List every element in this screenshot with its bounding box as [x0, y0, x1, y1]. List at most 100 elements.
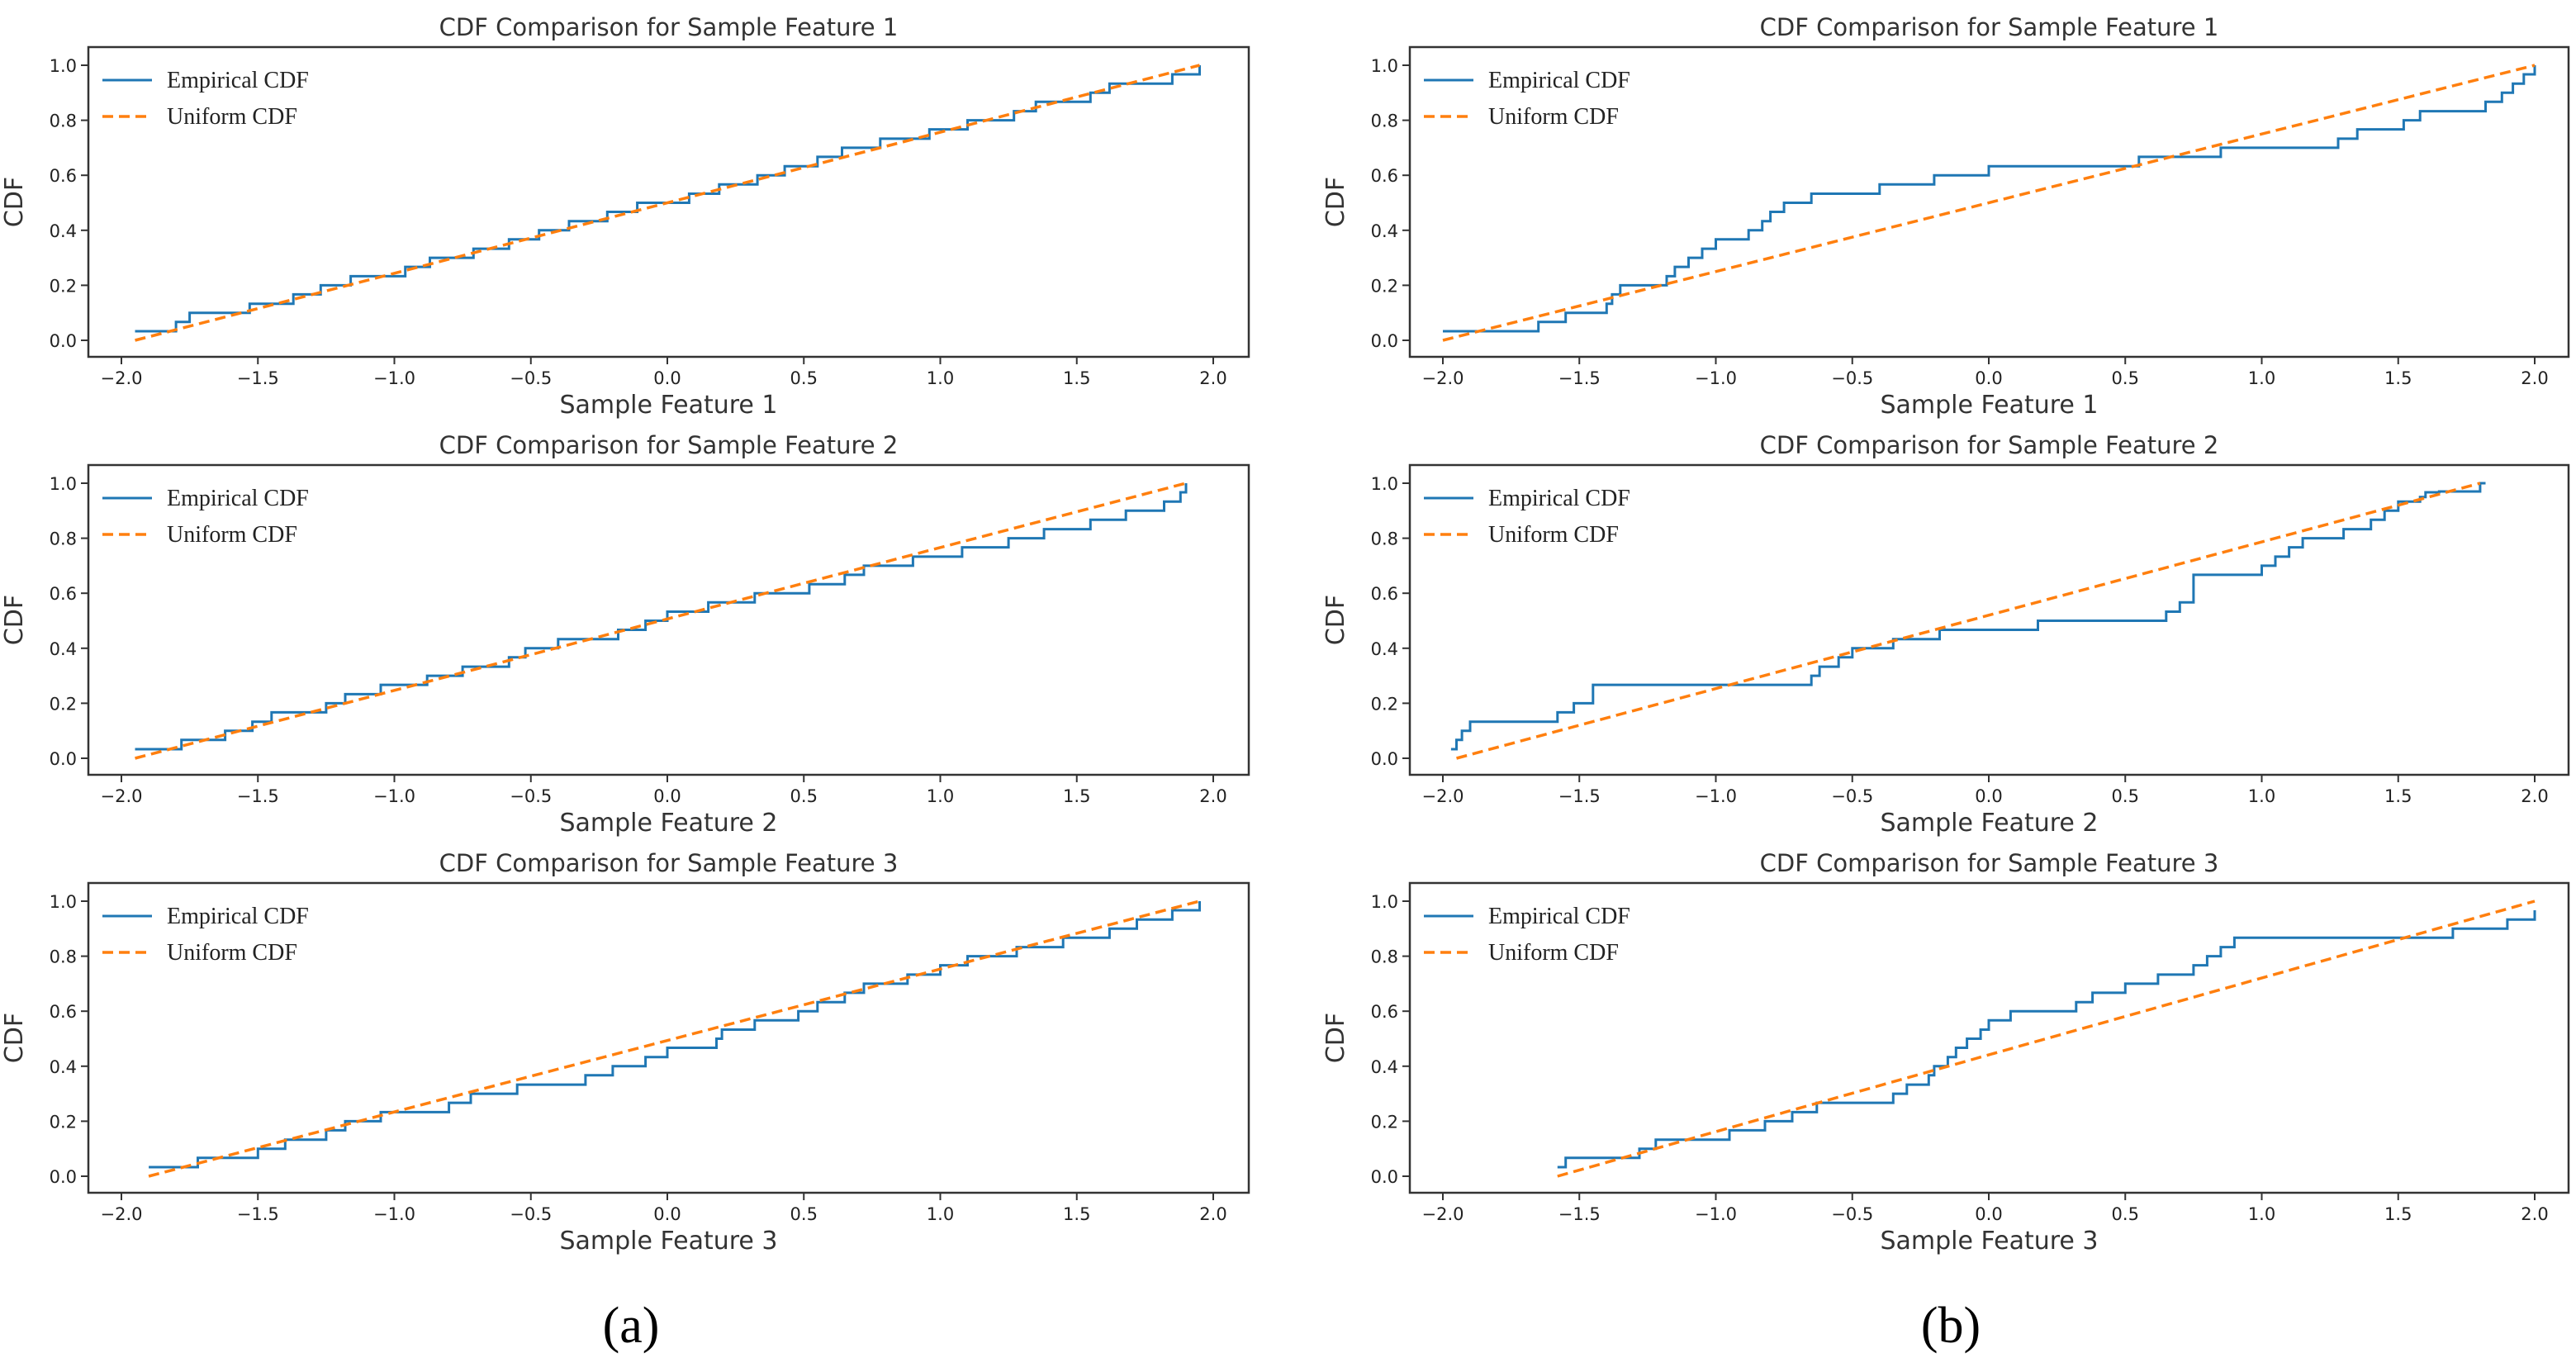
- x-tick-label: 1.5: [1063, 786, 1090, 806]
- x-tick-label: −1.0: [1695, 368, 1737, 388]
- x-tick-label: −0.5: [510, 786, 552, 806]
- x-axis-label: Sample Feature 2: [1880, 809, 2098, 838]
- legend: Empirical CDF Uniform CDF: [1424, 904, 1630, 966]
- x-tick-label: 1.5: [2384, 786, 2412, 806]
- chart-panel-5: CDF Comparison for Sample Feature 3 −2.0 −…: [0, 849, 1250, 1256]
- uniform-cdf-line: [1456, 482, 2481, 760]
- x-tick-label: 1.0: [2248, 786, 2275, 806]
- y-tick-label: 0.6: [50, 1002, 77, 1022]
- x-tick-label: −1.0: [373, 1204, 415, 1224]
- x-tick-label: −2.0: [1422, 1204, 1464, 1224]
- y-tick-label: 0.0: [1371, 331, 1398, 351]
- y-tick-label: 0.8: [50, 947, 77, 967]
- caption-a: (a): [603, 1298, 660, 1354]
- empirical-cdf-line: [1557, 910, 2536, 1169]
- x-tick-label: 2.0: [1199, 786, 1226, 806]
- legend: Empirical CDF Uniform CDF: [102, 904, 309, 966]
- chart-panel-6: CDF Comparison for Sample Feature 3 −2.0 −…: [1321, 849, 2570, 1256]
- x-tick-label: 0.5: [790, 368, 818, 388]
- x-axis-label: Sample Feature 2: [559, 809, 777, 838]
- y-axis-label: CDF: [0, 177, 29, 227]
- legend-label-uniform: Uniform CDF: [1488, 940, 1619, 966]
- x-tick-label: −0.5: [1831, 786, 1873, 806]
- x-axis-label: Sample Feature 3: [559, 1227, 777, 1256]
- axes-frame: [1408, 463, 2570, 776]
- legend-label-empirical: Empirical CDF: [167, 904, 309, 929]
- uniform-cdf-line: [135, 64, 1200, 342]
- legend-label-empirical: Empirical CDF: [1488, 904, 1630, 929]
- chart-title: CDF Comparison for Sample Feature 1: [439, 13, 899, 41]
- x-tick-label: 2.0: [2521, 1204, 2548, 1224]
- y-tick-label: 0.8: [50, 529, 77, 549]
- x-tick-label: 0.5: [2112, 1204, 2139, 1224]
- uniform-cdf-line: [1557, 900, 2536, 1178]
- x-tick-label: −2.0: [1422, 368, 1464, 388]
- x-tick-label: 0.0: [1975, 786, 2002, 806]
- x-tick-label: −1.0: [1695, 786, 1737, 806]
- uniform-cdf-line: [1442, 64, 2536, 342]
- legend: Empirical CDF Uniform CDF: [1424, 68, 1630, 130]
- legend-label-uniform: Uniform CDF: [167, 522, 297, 548]
- x-tick-label: −1.5: [237, 368, 279, 388]
- x-tick-label: −1.0: [373, 786, 415, 806]
- y-tick-label: 0.8: [1371, 947, 1398, 967]
- y-tick-label: 0.0: [1371, 1167, 1398, 1187]
- y-axis-label: CDF: [1321, 177, 1350, 227]
- x-tick-label: 1.5: [1063, 368, 1090, 388]
- x-tick-label: 0.5: [2112, 368, 2139, 388]
- legend-label-empirical: Empirical CDF: [1488, 68, 1630, 93]
- x-tick-label: 2.0: [1199, 368, 1226, 388]
- chart-panel-2: CDF Comparison for Sample Feature 1 −2.0 −…: [1321, 13, 2570, 420]
- x-tick-label: −2.0: [1422, 786, 1464, 806]
- x-tick-label: −0.5: [1831, 1204, 1873, 1224]
- uniform-cdf-line: [148, 900, 1200, 1178]
- y-tick-label: 0.0: [50, 331, 77, 351]
- axes-frame: [87, 45, 1250, 358]
- y-tick-label: 0.2: [1371, 276, 1398, 296]
- y-tick-label: 0.4: [1371, 221, 1398, 241]
- axes-frame: [1408, 45, 2570, 358]
- x-tick-label: −2.0: [101, 368, 143, 388]
- y-tick-label: 0.2: [50, 276, 77, 296]
- y-tick-label: 0.4: [50, 1057, 77, 1077]
- legend-label-uniform: Uniform CDF: [1488, 104, 1619, 130]
- legend: Empirical CDF Uniform CDF: [1424, 486, 1630, 548]
- x-tick-label: −1.0: [373, 368, 415, 388]
- y-tick-label: 1.0: [1371, 474, 1398, 494]
- chart-title: CDF Comparison for Sample Feature 3: [439, 849, 899, 877]
- x-axis-label: Sample Feature 1: [559, 391, 777, 420]
- x-tick-label: 0.5: [790, 1204, 818, 1224]
- y-axis-label: CDF: [0, 595, 29, 645]
- x-axis-label: Sample Feature 1: [1880, 391, 2098, 420]
- x-tick-label: −0.5: [1831, 368, 1873, 388]
- x-tick-label: 1.0: [2248, 368, 2275, 388]
- y-tick-label: 0.4: [50, 639, 77, 659]
- x-tick-label: 0.0: [653, 1204, 681, 1224]
- x-tick-label: 0.0: [1975, 368, 2002, 388]
- empirical-cdf-line: [1443, 65, 2536, 333]
- x-tick-label: 0.0: [653, 786, 681, 806]
- x-tick-label: −1.5: [237, 786, 279, 806]
- legend: Empirical CDF Uniform CDF: [102, 486, 309, 548]
- y-axis-label: CDF: [1321, 1013, 1350, 1063]
- y-tick-label: 0.4: [1371, 639, 1398, 659]
- chart-title: CDF Comparison for Sample Feature 1: [1760, 13, 2219, 41]
- x-tick-label: 2.0: [2521, 368, 2548, 388]
- x-tick-label: −1.5: [1558, 368, 1601, 388]
- caption-b: (b): [1921, 1298, 1981, 1354]
- x-tick-label: 1.0: [927, 1204, 954, 1224]
- axes-frame: [87, 463, 1250, 776]
- y-tick-label: 1.0: [1371, 892, 1398, 912]
- y-tick-label: 0.6: [1371, 584, 1398, 604]
- x-tick-label: −1.5: [1558, 786, 1601, 806]
- y-tick-label: 0.0: [50, 1167, 77, 1187]
- y-tick-label: 0.6: [1371, 1002, 1398, 1022]
- y-tick-label: 0.2: [1371, 1112, 1398, 1132]
- y-tick-label: 0.2: [1371, 694, 1398, 714]
- x-tick-label: 0.5: [790, 786, 818, 806]
- x-tick-label: −1.0: [1695, 1204, 1737, 1224]
- x-tick-label: 2.0: [2521, 786, 2548, 806]
- y-tick-label: 0.0: [50, 749, 77, 769]
- x-tick-label: 1.5: [1063, 1204, 1090, 1224]
- chart-title: CDF Comparison for Sample Feature 2: [439, 431, 899, 459]
